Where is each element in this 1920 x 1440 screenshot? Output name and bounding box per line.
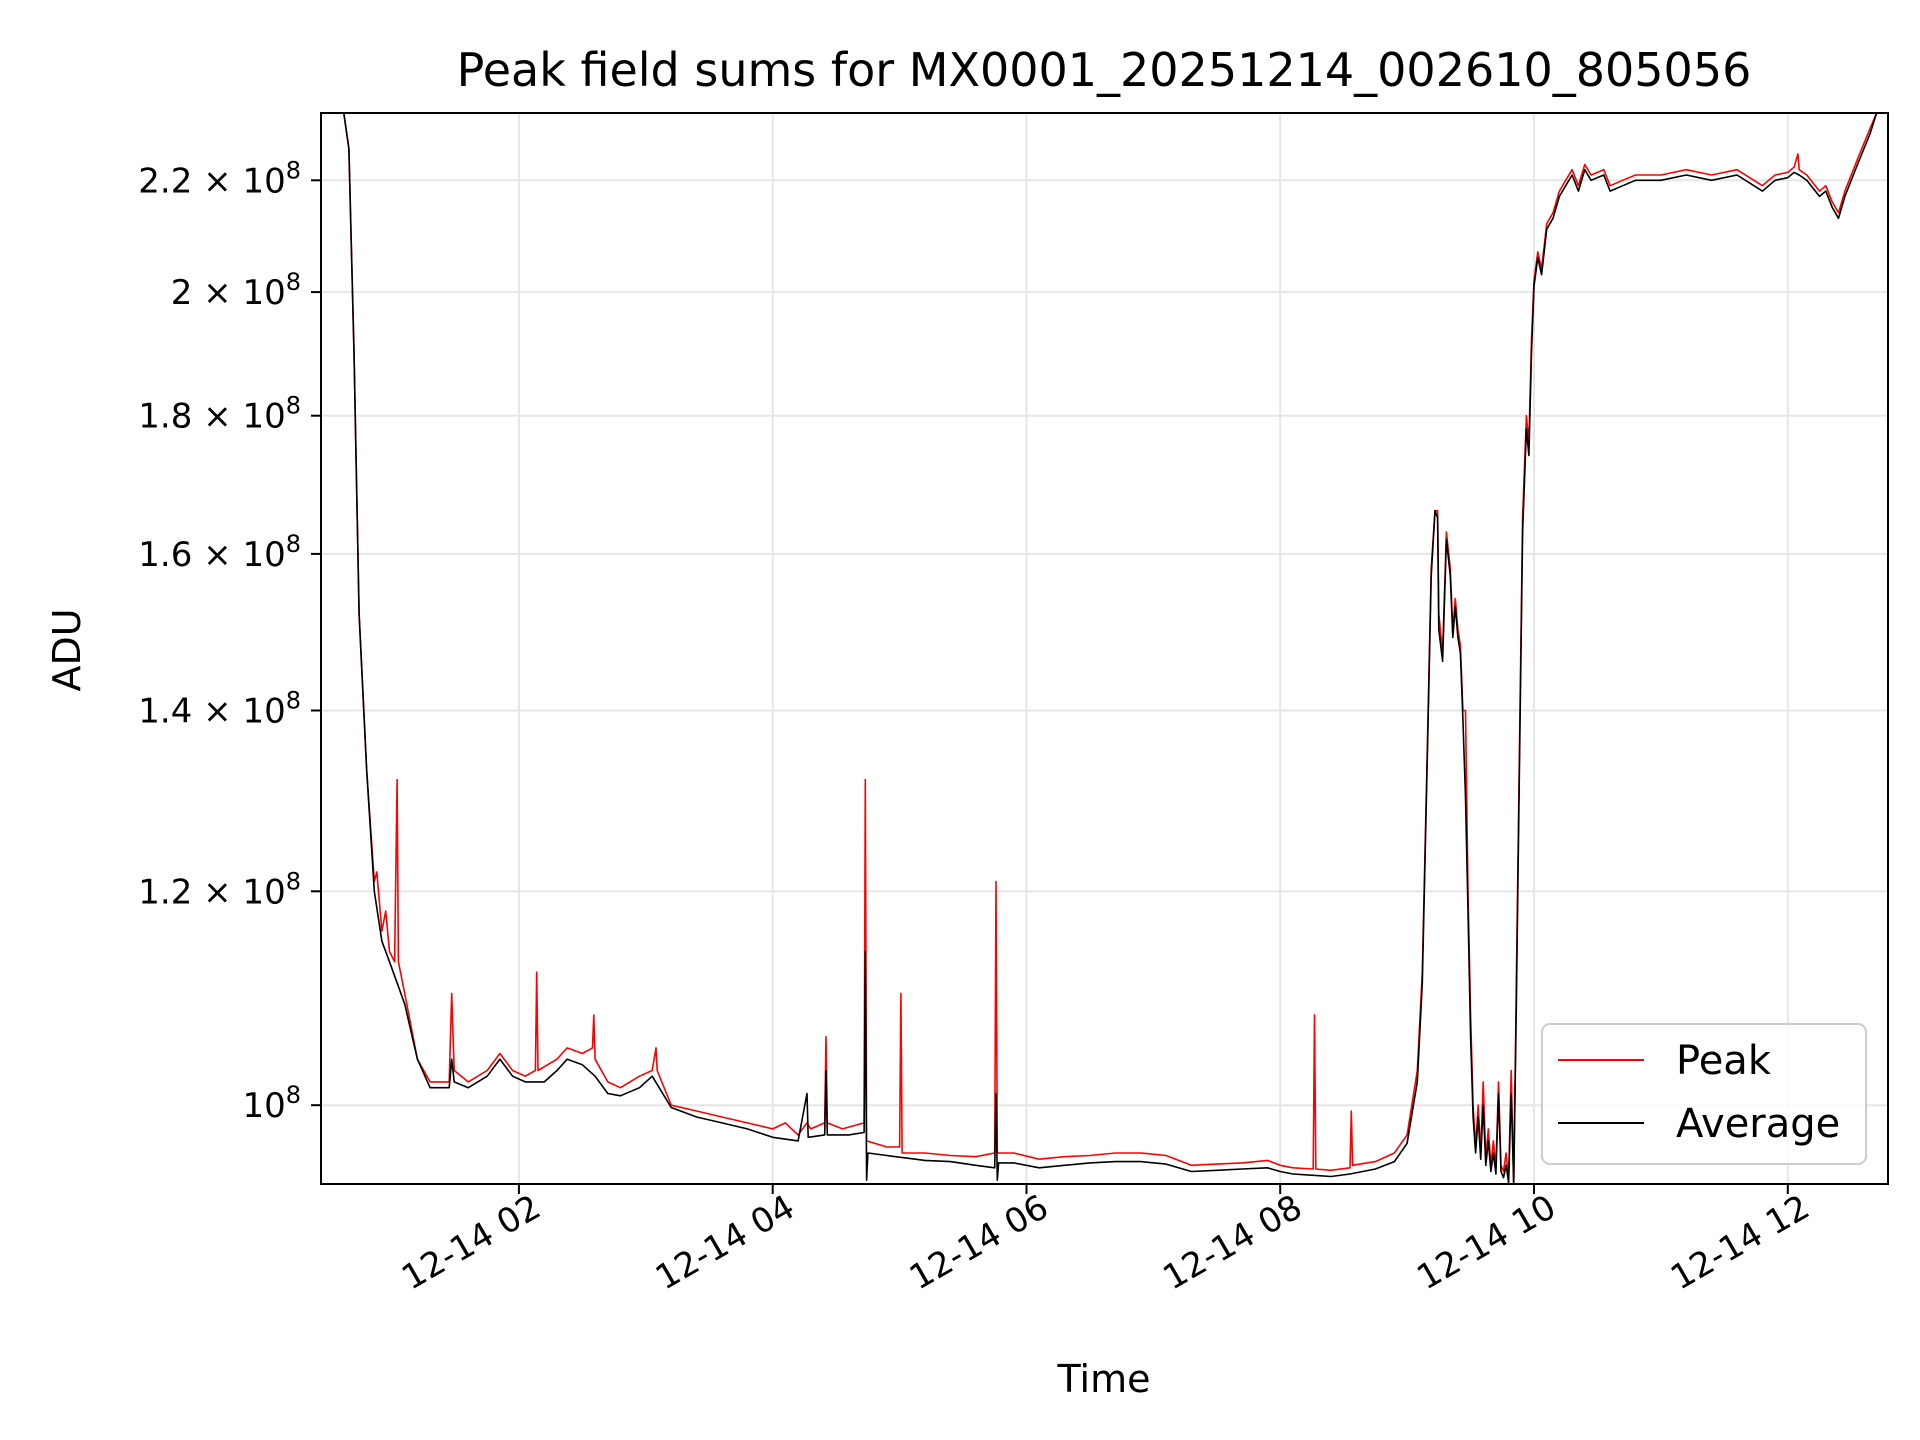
plot-frame xyxy=(320,112,1889,1185)
y-tick-label: 2 × 108 xyxy=(171,268,301,313)
y-tick-label: 2.2 × 108 xyxy=(138,156,301,201)
y-tick-label: 1.2 × 108 xyxy=(138,867,301,912)
legend-label-peak: Peak xyxy=(1676,1038,1772,1084)
y-tick-label: 1.8 × 108 xyxy=(138,392,301,437)
series-line-average xyxy=(321,113,1888,1184)
x-axis-label: Time xyxy=(1057,1357,1151,1401)
y-tick-label: 108 xyxy=(242,1081,301,1126)
y-tick-label: 1.4 × 108 xyxy=(138,687,301,732)
legend: Peak Average xyxy=(1541,1023,1867,1165)
chart-title: Peak field sums for MX0001_20251214_0026… xyxy=(457,43,1752,97)
series-layer xyxy=(321,113,1888,1184)
grid xyxy=(321,113,1888,1184)
y-tick-label: 1.6 × 108 xyxy=(138,530,301,575)
series-line-peak xyxy=(321,113,1888,1184)
y-axis-label: ADU xyxy=(45,608,89,691)
legend-label-average: Average xyxy=(1676,1101,1840,1147)
